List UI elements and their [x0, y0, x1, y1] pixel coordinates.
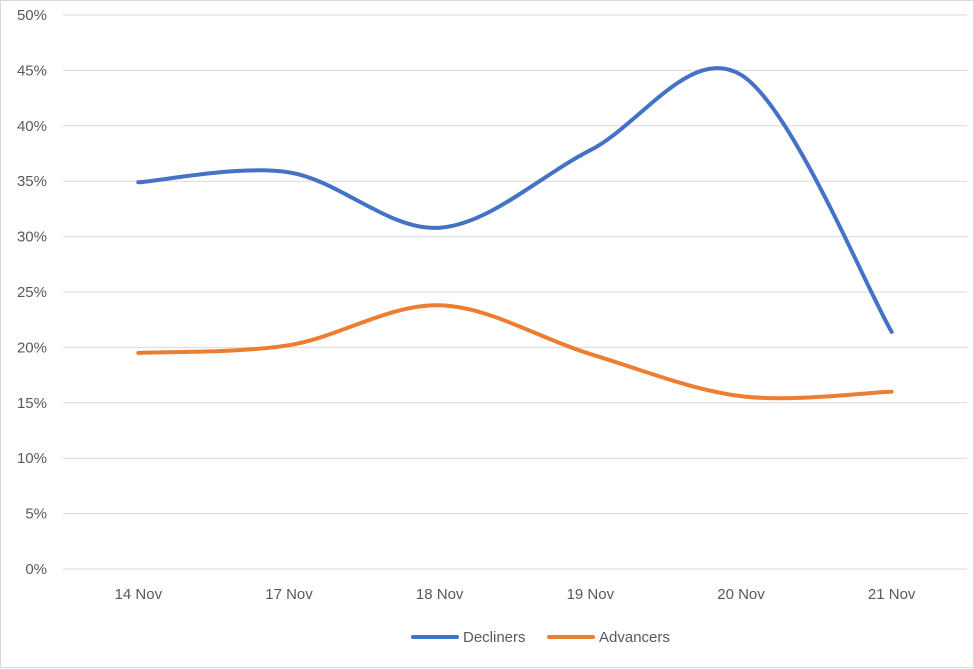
legend-item-decliners: Decliners — [411, 629, 526, 646]
legend: Decliners Advancers — [411, 629, 670, 646]
x-axis-ticks: 14 Nov 17 Nov 18 Nov 19 Nov 20 Nov 21 Nov — [115, 586, 916, 603]
y-axis-ticks: 0% 5% 10% 15% 20% 25% 30% 35% 40% 45% 50% — [17, 7, 47, 578]
y-tick-label: 5% — [25, 506, 47, 523]
legend-item-advancers: Advancers — [547, 629, 670, 646]
y-tick-label: 15% — [17, 395, 47, 412]
y-tick-label: 10% — [17, 450, 47, 467]
legend-label: Decliners — [463, 629, 526, 646]
gridlines — [63, 14, 967, 570]
x-tick-label: 21 Nov — [868, 586, 916, 603]
y-tick-label: 0% — [25, 561, 47, 578]
x-tick-label: 20 Nov — [717, 586, 765, 603]
y-tick-label: 40% — [17, 118, 47, 135]
x-tick-label: 14 Nov — [115, 586, 163, 603]
y-tick-label: 50% — [17, 7, 47, 24]
x-tick-label: 19 Nov — [567, 586, 615, 603]
y-tick-label: 35% — [17, 173, 47, 190]
series-line-decliners — [136, 66, 894, 334]
series-line-advancers — [136, 303, 894, 401]
y-tick-label: 20% — [17, 339, 47, 356]
x-tick-label: 18 Nov — [416, 586, 464, 603]
x-tick-label: 17 Nov — [265, 586, 313, 603]
y-tick-label: 45% — [17, 62, 47, 79]
y-tick-label: 25% — [17, 284, 47, 301]
y-tick-label: 30% — [17, 229, 47, 246]
legend-label: Advancers — [599, 629, 670, 646]
series-lines — [136, 66, 894, 401]
